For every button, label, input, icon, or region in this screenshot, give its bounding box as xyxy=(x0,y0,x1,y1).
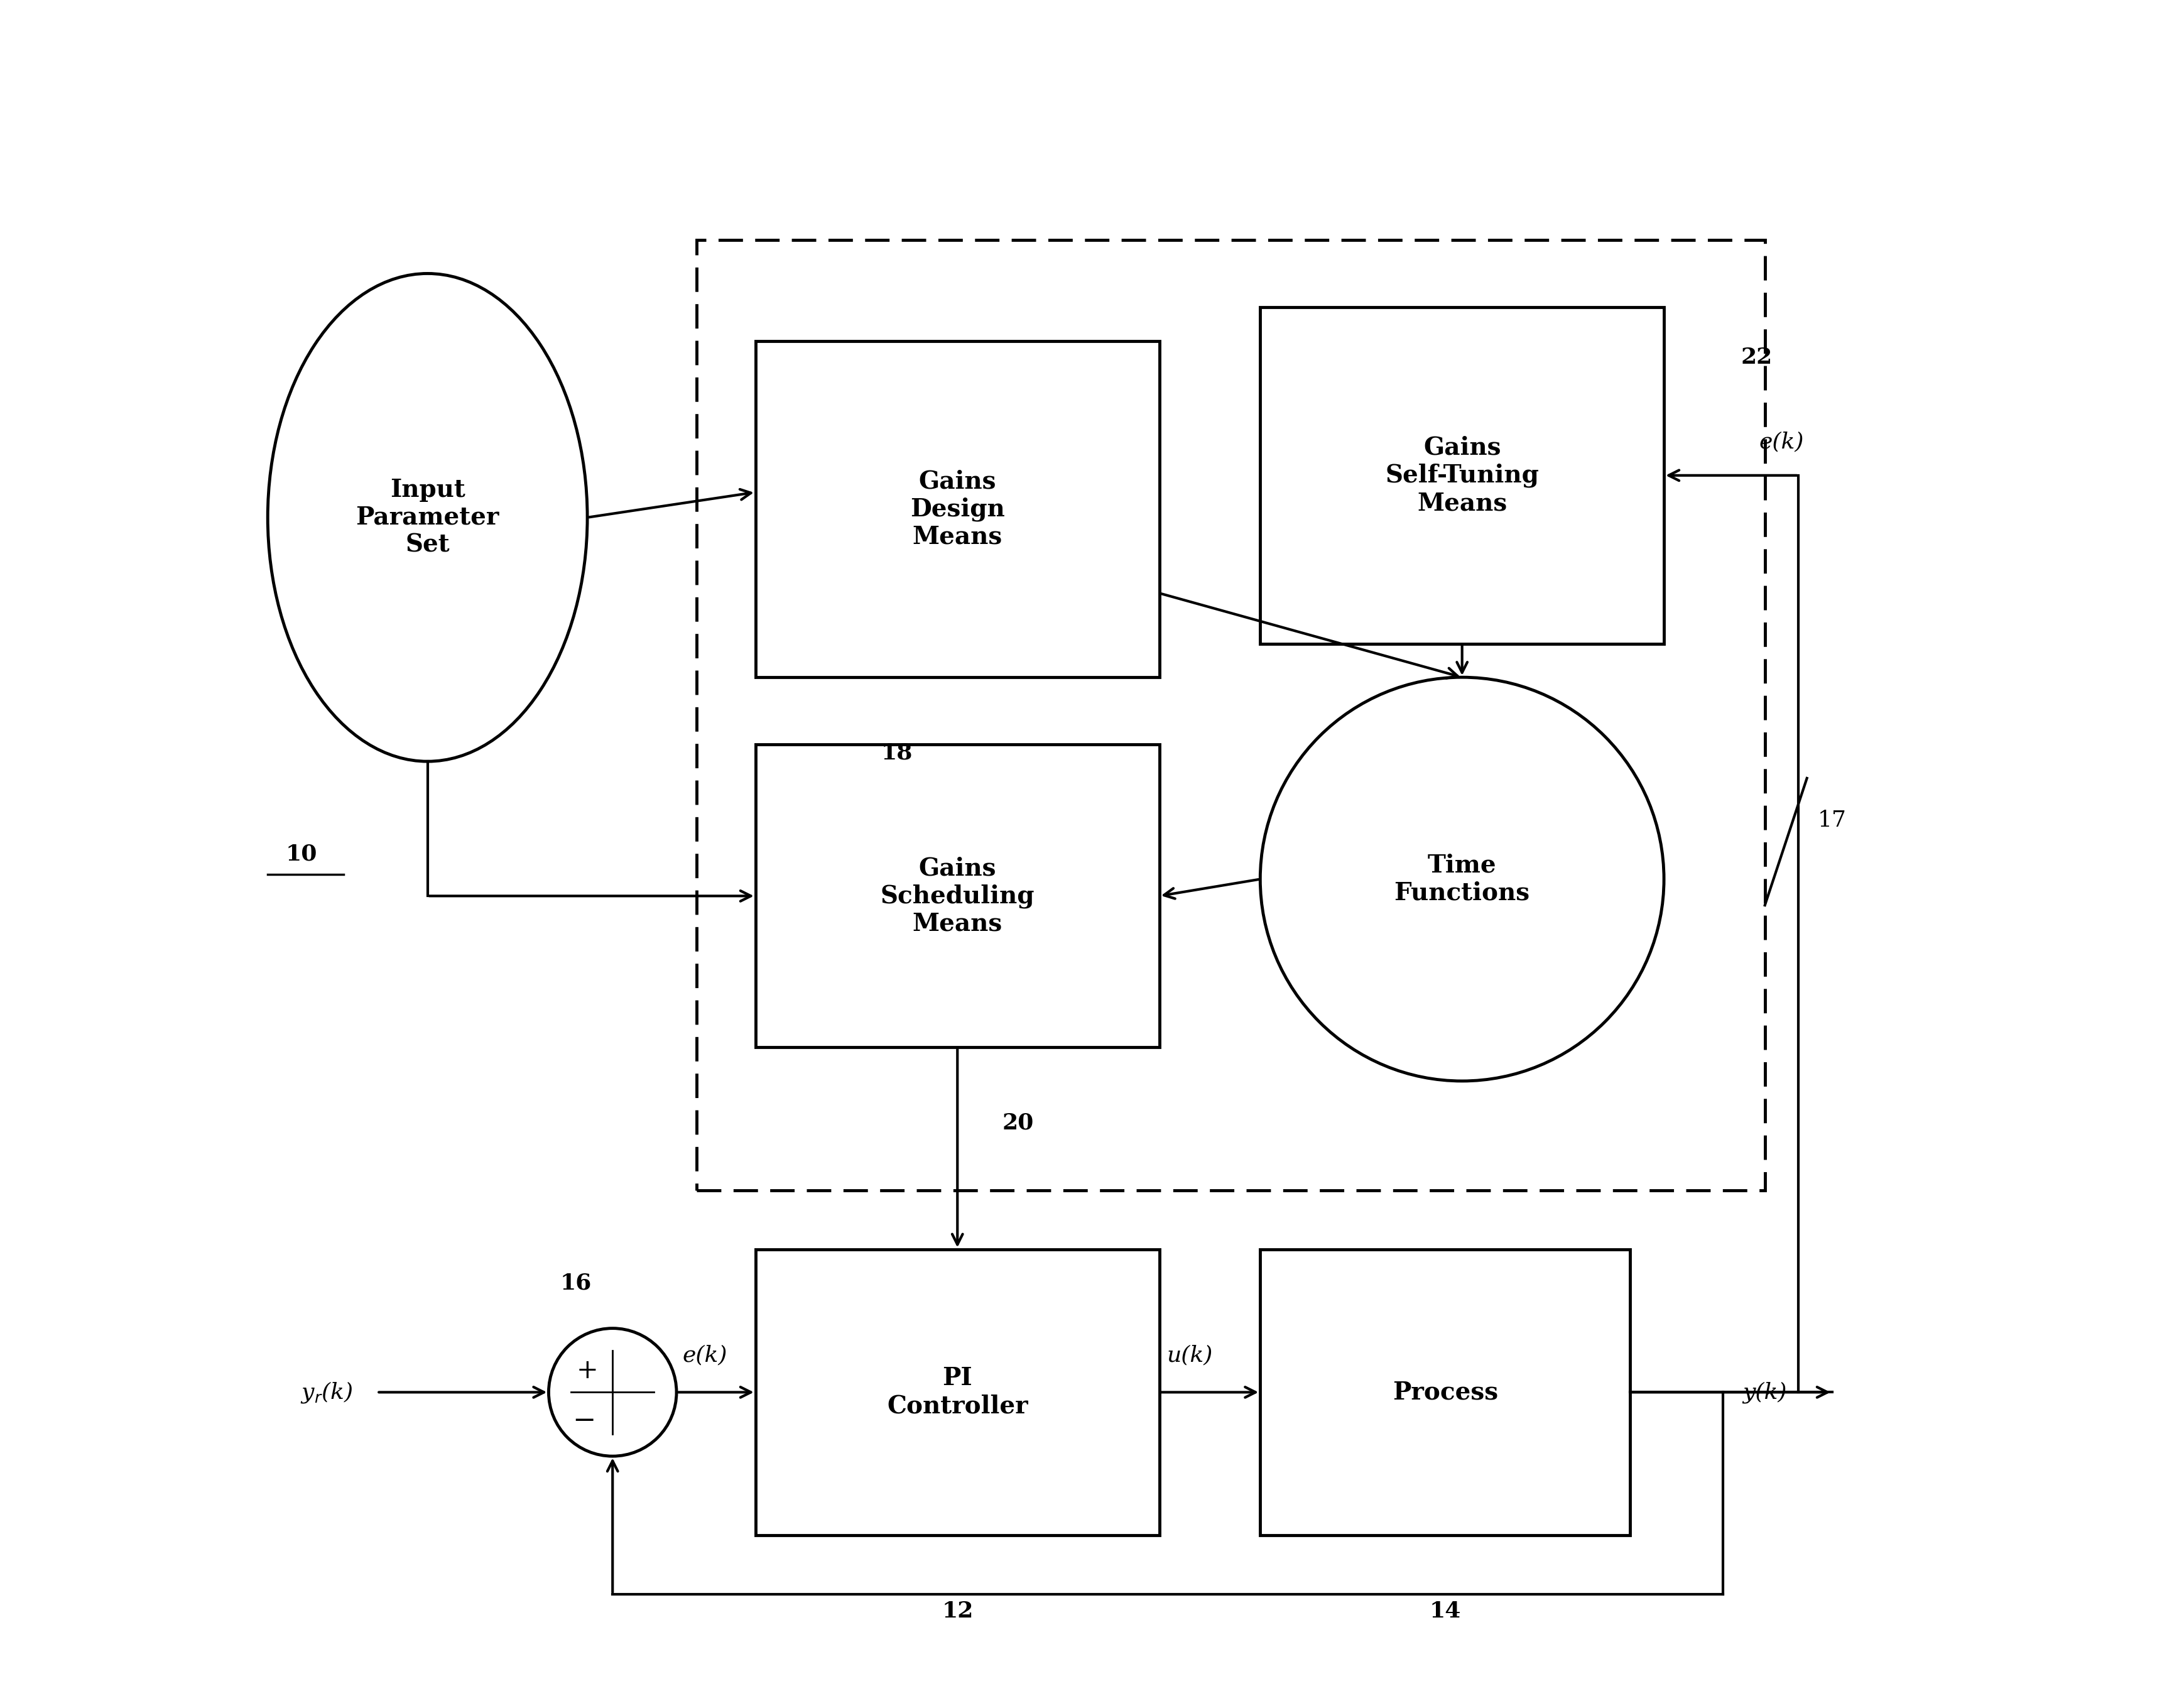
Text: −: − xyxy=(572,1407,596,1434)
Bar xyxy=(1260,308,1664,644)
Text: +: + xyxy=(577,1358,598,1383)
Text: Input
Parameter
Set: Input Parameter Set xyxy=(356,479,500,556)
Text: 12: 12 xyxy=(941,1600,974,1622)
Text: 18: 18 xyxy=(880,742,913,764)
Text: 22: 22 xyxy=(1741,347,1771,369)
Text: e(k): e(k) xyxy=(1760,431,1804,453)
Text: Time
Functions: Time Functions xyxy=(1393,854,1531,905)
Text: y$_r$(k): y$_r$(k) xyxy=(299,1380,354,1405)
Ellipse shape xyxy=(1260,678,1664,1081)
Text: Process: Process xyxy=(1393,1380,1498,1404)
Text: Gains
Scheduling
Means: Gains Scheduling Means xyxy=(880,856,1035,935)
Text: PI
Controller: PI Controller xyxy=(887,1366,1029,1419)
Bar xyxy=(756,744,1160,1047)
Text: 10: 10 xyxy=(286,844,317,864)
Circle shape xyxy=(548,1329,677,1456)
Ellipse shape xyxy=(269,274,587,761)
Bar xyxy=(756,1250,1160,1535)
Text: y(k): y(k) xyxy=(1743,1382,1787,1404)
Text: u(k): u(k) xyxy=(1166,1344,1212,1366)
Text: Gains
Self-Tuning
Means: Gains Self-Tuning Means xyxy=(1385,436,1540,516)
Bar xyxy=(1260,1250,1629,1535)
Bar xyxy=(697,240,1765,1190)
Text: 17: 17 xyxy=(1817,810,1848,830)
Text: e(k): e(k) xyxy=(684,1344,727,1366)
Text: 16: 16 xyxy=(559,1272,592,1294)
Text: Gains
Design
Means: Gains Design Means xyxy=(911,470,1005,550)
Bar xyxy=(756,342,1160,678)
Text: 14: 14 xyxy=(1431,1600,1461,1622)
Text: 20: 20 xyxy=(1002,1113,1033,1133)
